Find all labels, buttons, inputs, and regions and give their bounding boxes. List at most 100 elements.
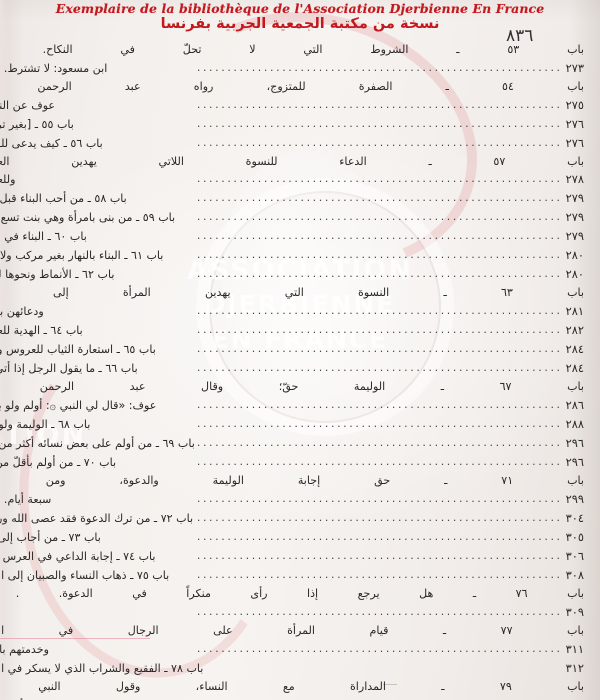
dot-leader: ........................................… xyxy=(196,567,563,581)
index-entry: باب ٦٨ ـ الوليمة ولو بشاة...............… xyxy=(0,415,584,434)
index-entry-title: باب ٦٢ ـ الأنماط ونحوها للنساء xyxy=(0,268,115,282)
dot-leader: ........................................… xyxy=(196,491,563,505)
index-entry-row: باب ٦٥ ـ استعارة الثياب للعروس وغيرها...… xyxy=(0,340,584,359)
dot-leader: ........................................… xyxy=(196,455,563,468)
dot-leader: ........................................… xyxy=(196,172,563,186)
index-entry: باب ٧٩ ـ المداراة مع النساء، وقول النبي … xyxy=(0,678,584,700)
page-number: ٨٣٦ xyxy=(506,26,534,46)
index-entry-page-number: ٢٨٢ xyxy=(565,323,584,338)
index-entry-page-number: ٢٧٦ xyxy=(565,116,584,131)
index-entry-row: باب ٦٠ ـ البناء في السفر................… xyxy=(0,227,584,246)
index-entry-row: «إنما المرأة كالضلع»....................… xyxy=(0,696,584,700)
index-entry: باب ٧١ ـ حق إجابة الوليمة والدعوة، ومن أ… xyxy=(0,472,584,509)
index-entry-row: باب ٥٨ ـ من أحب البناء قبل الغزو........… xyxy=(0,189,584,208)
index-entry: باب ٦٤ ـ الهدية للعروس..................… xyxy=(0,321,584,340)
index-entry: باب ٧٢ ـ من ترك الدعوة فقد عصى الله ورسو… xyxy=(0,509,584,528)
index-entry-title: باب ٦٦ ـ ما يقول الرجل إذا أتى أهله xyxy=(0,362,138,376)
index-entry-page-number: ٣١٢ xyxy=(565,660,584,675)
index-entry: باب ٥٣ ـ الشروط التي لا تحلّ في النكاح. … xyxy=(0,41,584,78)
dot-leader: ........................................… xyxy=(70,696,562,700)
dot-leader: ........................................… xyxy=(196,398,563,412)
index-entry-page-number: ٣٠٨ xyxy=(565,567,584,582)
index-entry-page-number: ٢٧٩ xyxy=(565,191,584,206)
index-entry: باب ٦٩ ـ من أولم على بعض نسائه أكثر من ب… xyxy=(0,434,584,453)
index-entry-page-number: ٢٧٨ xyxy=(565,172,584,187)
index-entry-line: باب ٥٧ ـ الدعاء للنسوة اللاتي يهدين العر… xyxy=(0,154,584,168)
index-entry-row: باب ٦٩ ـ من أولم على بعض نسائه أكثر من ب… xyxy=(0,434,584,453)
index-entry-title: وللعروس xyxy=(0,173,16,187)
index-entry-page-number: ٢٧٣ xyxy=(565,60,584,75)
index-entry-row: باب ٦١ ـ البناء بالنهار بغير مركب ولا ني… xyxy=(0,246,584,265)
index-entry-row: ابن مسعود: لا تشترط. . . إلخ............… xyxy=(0,59,584,78)
index-entry-row: وخدمتهم بالنفس..........................… xyxy=(0,640,584,659)
index-entry-page-number: ٢٨١ xyxy=(565,304,584,319)
index-entry-row: باب ٦٦ ـ ما يقول الرجل إذا أتى أهله.....… xyxy=(0,359,584,378)
stamp-arabic-text: نسخة من مكتبة الجمعية الجربية بفرنسا xyxy=(160,15,440,32)
index-entry-title: باب ٧٣ ـ من أجاب إلى كراع xyxy=(0,530,101,544)
index-entry-title: عوف: «قال لي النبي ۞: أولم ولو بشاة» xyxy=(0,399,157,413)
index-entry-title: وخدمتهم بالنفس xyxy=(0,642,49,656)
index-entry-row: عوف: «قال لي النبي ۞: أولم ولو بشاة»....… xyxy=(0,396,584,415)
index-entry-title: باب ٧٢ ـ من ترك الدعوة فقد عصى الله ورسو… xyxy=(0,511,194,525)
index-entry-page-number: ٢٨٠ xyxy=(565,248,584,263)
dot-leader: ........................................… xyxy=(196,604,563,618)
index-entry-row: ودعائهن بالبركة.........................… xyxy=(0,302,584,321)
index-entry: باب ٥٤ ـ الصفرة للمتزوج، رواه عبد الرحمن… xyxy=(0,78,584,115)
index-entry-row: باب ٦٢ ـ الأنماط ونحوها للنساء..........… xyxy=(0,265,584,284)
index-entry-line: باب ٧١ ـ حق إجابة الوليمة والدعوة، ومن أ… xyxy=(0,473,584,487)
index-entry-title: ابن مسعود: لا تشترط. . . إلخ xyxy=(0,61,108,75)
stamp-french-text: Exemplaire de la bibliothèque de l'Assoc… xyxy=(55,1,545,16)
index-entry: باب ٦٧ ـ الوليمة حقّ؛ وقال عبد الرحمن بن… xyxy=(0,378,584,415)
index-entry-page-number: ٣٠٦ xyxy=(565,548,584,563)
index-entry-page-number: ٢٨٠ xyxy=(565,267,584,282)
index-entry: باب ٧٥ ـ ذهاب النساء والصبيان إلى العرس.… xyxy=(0,566,584,585)
index-entry-line: باب ٦٧ ـ الوليمة حقّ؛ وقال عبد الرحمن بن xyxy=(0,380,584,394)
index-entry: باب ٧٤ ـ إجابة الداعي في العرس وغيره....… xyxy=(0,547,584,566)
index-entry-title: ودعائهن بالبركة xyxy=(0,305,44,319)
index-entry-row: باب ٦٤ ـ الهدية للعروس..................… xyxy=(0,321,584,340)
scan-artifact-speck xyxy=(383,684,397,685)
index-entry-row: باب ٧٤ ـ إجابة الداعي في العرس وغيره....… xyxy=(0,547,584,566)
dot-leader: ........................................… xyxy=(196,229,563,243)
dot-leader: ........................................… xyxy=(196,417,563,431)
dot-leader: ........................................… xyxy=(196,304,563,318)
index-entry-line: باب ٥٣ ـ الشروط التي لا تحلّ في النكاح. … xyxy=(0,42,584,56)
dot-leader: ........................................… xyxy=(196,267,563,281)
index-entry-line: باب ٧٦ ـ هل يرجع إذا رأى منكراً في الدعو… xyxy=(0,586,584,600)
dot-leader: ........................................… xyxy=(196,641,563,655)
dot-leader: ........................................… xyxy=(196,135,563,149)
index-entry: باب ٦٥ ـ استعارة الثياب للعروس وغيرها...… xyxy=(0,340,584,359)
index-entry-page-number: ٢٧٥ xyxy=(565,97,584,112)
dot-leader: ........................................… xyxy=(196,342,563,356)
index-entry-title: باب ٥٩ ـ من بنى بامرأة وهي بنت تسع سنين xyxy=(0,211,176,225)
index-entry: باب ٧٣ ـ من أجاب إلى كراع...............… xyxy=(0,528,584,547)
index-entry-title: باب ٧٤ ـ إجابة الداعي في العرس وغيره xyxy=(0,549,156,563)
scan-artifact-line xyxy=(0,638,150,639)
index-entry-title: باب ٥٨ ـ من أحب البناء قبل الغزو xyxy=(0,192,127,206)
index-entry-title: سبعة أيام. . . إلخ xyxy=(0,492,52,506)
index-entry-title: باب ٥٥ ـ [بغير ترجمة] xyxy=(0,117,74,131)
index-entry-row: باب ٧٨ ـ الفقيع والشراب الذي لا يسكر في … xyxy=(0,659,584,678)
index-entry-line: باب ٧٧ ـ قيام المرأة على الرجال في العرس xyxy=(0,623,584,637)
index-entry-title: عوف عن النبيّ xyxy=(0,98,56,112)
index-entry-page-number: ٢٩٦ xyxy=(565,436,584,451)
index-entry: باب ٧٠ ـ من أولم بأقلّ من شاة...........… xyxy=(0,453,584,472)
index-entry-title: باب ٧٥ ـ ذهاب النساء والصبيان إلى العرس xyxy=(0,568,170,582)
dot-leader: ........................................… xyxy=(196,191,563,205)
index-entry-title: «إنما المرأة كالضلع» xyxy=(0,697,68,700)
library-stamp-header: Exemplaire de la bibliothèque de l'Assoc… xyxy=(0,0,600,33)
dot-leader: ........................................… xyxy=(196,248,563,262)
index-columns: باب ٥٣ ـ الشروط التي لا تحلّ في النكاح. … xyxy=(0,41,600,700)
dot-leader: ........................................… xyxy=(196,529,563,543)
dot-leader: ........................................… xyxy=(196,97,563,111)
index-entry-title: باب ٦٨ ـ الوليمة ولو بشاة xyxy=(0,418,91,432)
index-entry-row: باب ٦٨ ـ الوليمة ولو بشاة...............… xyxy=(0,415,584,434)
index-entry-row: سبعة أيام. . . إلخ......................… xyxy=(0,490,584,509)
index-entry: باب ٥٩ ـ من بنى بامرأة وهي بنت تسع سنين.… xyxy=(0,208,584,227)
index-entry-page-number: ٢٨٦ xyxy=(565,398,584,413)
index-entry-title: باب ٦٩ ـ من أولم على بعض نسائه أكثر من ب… xyxy=(0,437,195,451)
index-entry: باب ٥٦ ـ كيف يدعى للمتزوج...............… xyxy=(0,134,584,153)
index-entry-title: باب ٧٨ ـ الفقيع والشراب الذي لا يسكر في … xyxy=(0,661,204,675)
dot-leader: ........................................… xyxy=(196,548,563,562)
